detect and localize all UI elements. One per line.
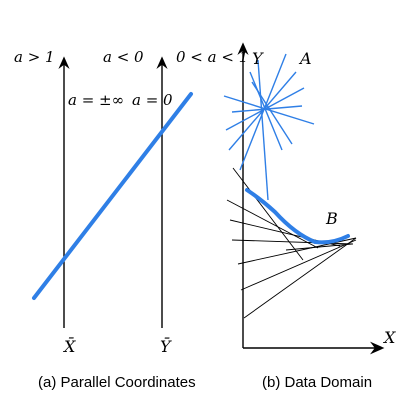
label-a-gt-1: a > 1 <box>14 48 55 66</box>
label-x: X <box>382 328 396 347</box>
label-a-eq-0: a = 0 <box>132 91 173 109</box>
dual-line <box>32 92 193 300</box>
label-a-lt-0: a < 0 <box>103 48 144 66</box>
label-point-b: B <box>325 209 338 228</box>
panel-a: a > 1 a < 0 0 < a < 1 a = ±∞ a = 0 X̄ Ȳ … <box>14 48 248 391</box>
line-pencil-a <box>223 53 315 201</box>
panel-b: Y X A B (b) Data Domain <box>223 42 396 391</box>
label-y: Y <box>252 49 264 68</box>
label-x-bar: X̄ <box>62 335 76 356</box>
label-a-pm-inf: a = ±∞ <box>68 91 124 109</box>
label-point-a: A <box>298 49 312 68</box>
label-y-bar: Ȳ <box>160 336 172 356</box>
label-a-between: 0 < a < 1 <box>176 48 248 66</box>
envelope-curve <box>245 188 350 245</box>
caption-a: (a) Parallel Coordinates <box>38 374 196 391</box>
caption-b: (b) Data Domain <box>262 374 372 391</box>
